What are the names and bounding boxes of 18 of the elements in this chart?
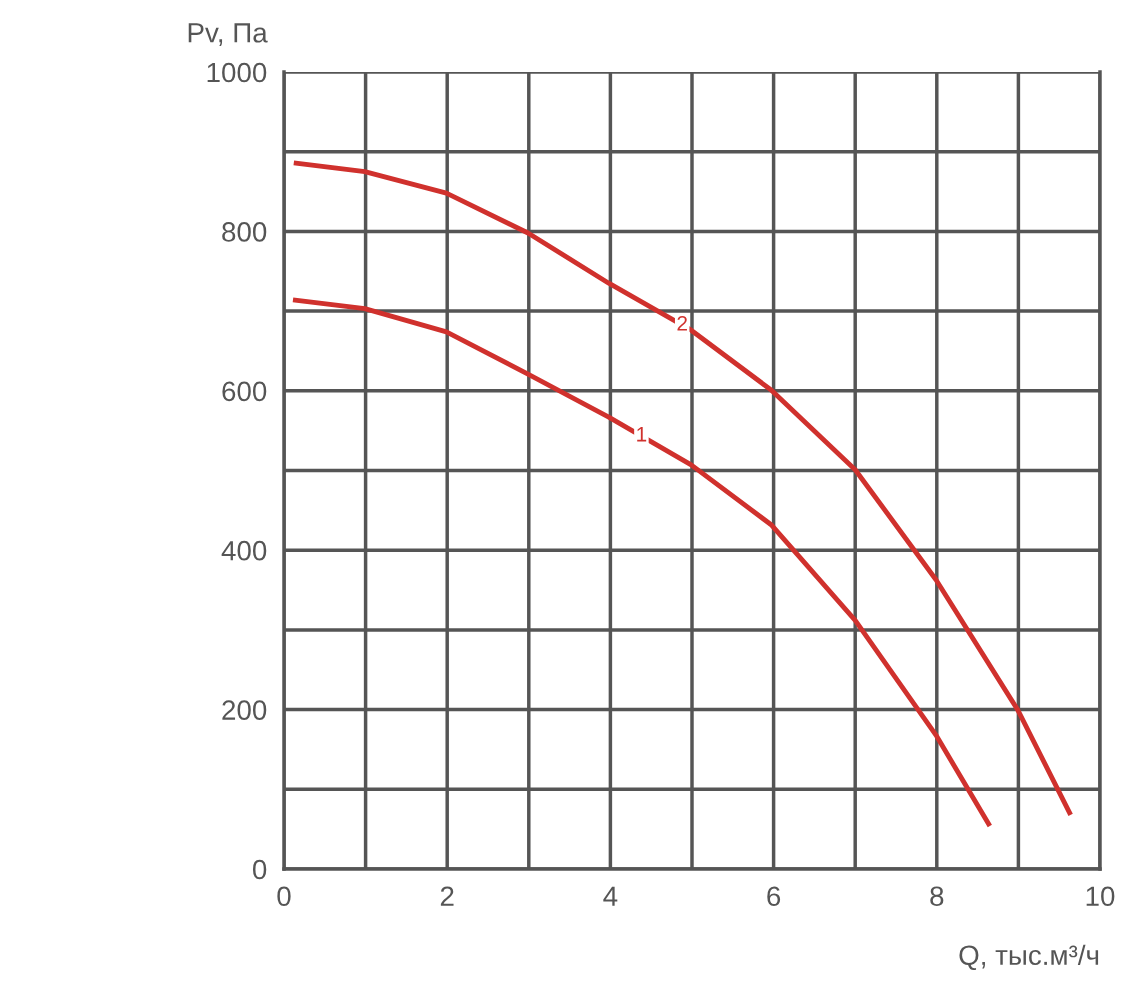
line-series — [290, 297, 993, 829]
y-tick-label: 400 — [221, 540, 267, 561]
series-label: 2 — [677, 315, 687, 331]
y-tick-label: 0 — [252, 859, 267, 880]
series-label: 1 — [637, 427, 647, 442]
x-tick-label: 8 — [930, 886, 944, 907]
line-series — [291, 160, 1074, 818]
x-tick-label: 10 — [1086, 886, 1115, 907]
x-tick-label: 0 — [277, 886, 291, 907]
y-axis-title: Pv, Па — [188, 23, 268, 46]
x-axis-title: Q, тыс.м³/ч — [959, 944, 1099, 971]
y-tick-label: 200 — [222, 700, 267, 720]
y-tick-label: 800 — [222, 222, 267, 242]
x-tick-label: 4 — [603, 886, 618, 906]
x-tick-label: 2 — [440, 886, 454, 906]
x-tick-label: 6 — [767, 886, 781, 907]
y-tick-label: 600 — [222, 381, 267, 402]
y-tick-label: 1000 — [207, 62, 267, 83]
